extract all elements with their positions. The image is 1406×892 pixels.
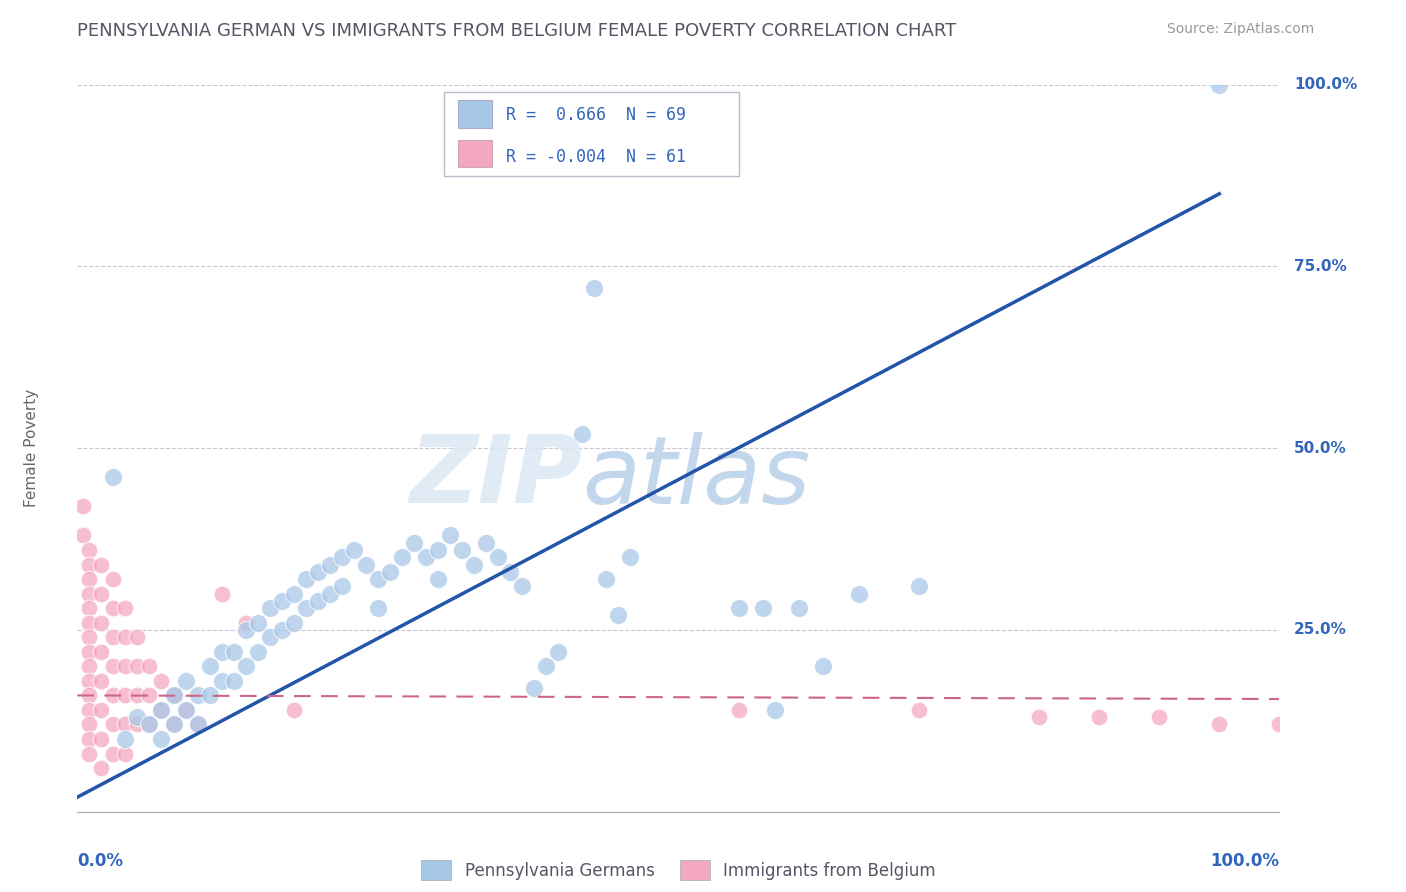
Text: 25.0%: 25.0% bbox=[1294, 623, 1347, 638]
FancyBboxPatch shape bbox=[444, 92, 738, 176]
Legend: Pennsylvania Germans, Immigrants from Belgium: Pennsylvania Germans, Immigrants from Be… bbox=[415, 854, 942, 887]
Text: 100.0%: 100.0% bbox=[1294, 78, 1357, 92]
Text: 100.0%: 100.0% bbox=[1211, 852, 1279, 870]
Text: atlas: atlas bbox=[582, 432, 810, 523]
Text: R = -0.004  N = 61: R = -0.004 N = 61 bbox=[506, 148, 686, 166]
Bar bbox=[458, 140, 492, 168]
Text: 0.0%: 0.0% bbox=[77, 852, 124, 870]
Bar bbox=[458, 100, 492, 128]
Text: 50.0%: 50.0% bbox=[1294, 441, 1347, 456]
Text: Female Poverty: Female Poverty bbox=[24, 389, 39, 508]
Text: ZIP: ZIP bbox=[409, 432, 582, 524]
Text: 75.0%: 75.0% bbox=[1294, 259, 1347, 274]
Text: R =  0.666  N = 69: R = 0.666 N = 69 bbox=[506, 106, 686, 124]
Text: Source: ZipAtlas.com: Source: ZipAtlas.com bbox=[1167, 22, 1315, 37]
Text: PENNSYLVANIA GERMAN VS IMMIGRANTS FROM BELGIUM FEMALE POVERTY CORRELATION CHART: PENNSYLVANIA GERMAN VS IMMIGRANTS FROM B… bbox=[77, 22, 956, 40]
